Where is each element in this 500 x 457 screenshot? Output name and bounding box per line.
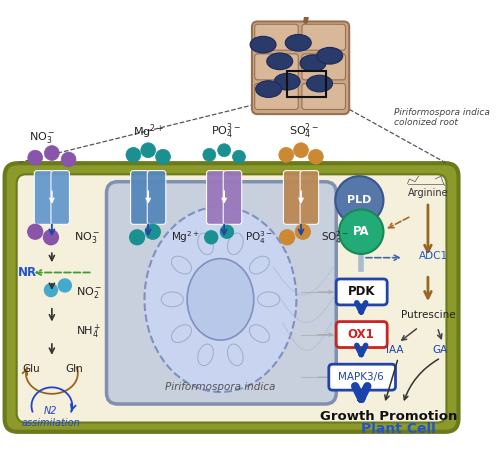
Text: NO$_3^-$: NO$_3^-$ <box>28 130 55 145</box>
Circle shape <box>294 143 308 158</box>
Circle shape <box>204 231 218 244</box>
Circle shape <box>58 279 71 292</box>
FancyBboxPatch shape <box>4 163 458 432</box>
Circle shape <box>279 148 293 162</box>
FancyBboxPatch shape <box>130 170 149 224</box>
Text: PO$_4^{3-}$: PO$_4^{3-}$ <box>211 122 241 141</box>
Circle shape <box>336 176 384 224</box>
Circle shape <box>44 284 58 297</box>
Circle shape <box>218 144 230 157</box>
Text: ADC1: ADC1 <box>418 251 448 261</box>
Ellipse shape <box>300 55 326 71</box>
Circle shape <box>232 150 245 163</box>
Ellipse shape <box>256 81 281 97</box>
Text: NO$_3^-$: NO$_3^-$ <box>74 230 101 245</box>
Text: Mg$^{2+}$: Mg$^{2+}$ <box>172 229 200 245</box>
Text: PA: PA <box>353 225 370 238</box>
Text: N2
assimilation: N2 assimilation <box>22 406 80 428</box>
FancyBboxPatch shape <box>302 54 346 80</box>
Text: IAA: IAA <box>386 345 404 355</box>
Circle shape <box>156 149 170 164</box>
FancyBboxPatch shape <box>329 364 396 390</box>
Circle shape <box>339 209 384 254</box>
Circle shape <box>280 230 294 244</box>
FancyBboxPatch shape <box>254 84 298 110</box>
FancyBboxPatch shape <box>254 24 298 50</box>
Circle shape <box>203 149 216 161</box>
FancyBboxPatch shape <box>254 54 298 80</box>
FancyBboxPatch shape <box>302 84 346 110</box>
Text: Mg$^{2+}$: Mg$^{2+}$ <box>133 122 164 141</box>
FancyBboxPatch shape <box>206 170 225 224</box>
FancyBboxPatch shape <box>252 21 349 114</box>
FancyBboxPatch shape <box>223 170 242 224</box>
FancyBboxPatch shape <box>34 170 53 224</box>
FancyBboxPatch shape <box>336 279 387 305</box>
FancyBboxPatch shape <box>284 170 302 224</box>
Ellipse shape <box>274 74 300 90</box>
Text: Plant Cell: Plant Cell <box>361 422 436 436</box>
FancyBboxPatch shape <box>51 170 70 224</box>
Circle shape <box>141 143 156 158</box>
Text: Glu: Glu <box>22 364 40 374</box>
Ellipse shape <box>267 53 292 69</box>
Circle shape <box>308 149 324 164</box>
Circle shape <box>44 146 60 160</box>
Text: NO$_2^-$: NO$_2^-$ <box>76 285 102 300</box>
Text: PDK: PDK <box>348 286 375 298</box>
Text: SO$_4^{2-}$: SO$_4^{2-}$ <box>289 122 319 141</box>
Ellipse shape <box>286 34 311 51</box>
FancyBboxPatch shape <box>106 182 336 404</box>
FancyBboxPatch shape <box>302 24 346 50</box>
Ellipse shape <box>306 75 332 92</box>
Ellipse shape <box>144 207 296 392</box>
Text: Putrescine: Putrescine <box>400 310 455 320</box>
Text: Gln: Gln <box>65 364 83 374</box>
Circle shape <box>296 224 310 239</box>
Circle shape <box>28 150 42 165</box>
Text: PO$_4^{3-}$: PO$_4^{3-}$ <box>246 229 274 246</box>
Circle shape <box>146 224 160 239</box>
FancyBboxPatch shape <box>148 170 166 224</box>
Text: Growth Promotion: Growth Promotion <box>320 410 458 424</box>
Ellipse shape <box>317 48 342 64</box>
Circle shape <box>126 148 141 162</box>
FancyBboxPatch shape <box>300 170 318 224</box>
Text: Arginine: Arginine <box>408 188 448 198</box>
Text: GA: GA <box>432 345 448 355</box>
Text: MAPK3/6: MAPK3/6 <box>338 372 384 382</box>
FancyBboxPatch shape <box>16 174 446 423</box>
Text: SO$_4^{2-}$: SO$_4^{2-}$ <box>322 229 349 246</box>
FancyBboxPatch shape <box>336 322 387 347</box>
Text: NH$_4^+$: NH$_4^+$ <box>76 323 102 341</box>
Circle shape <box>61 152 76 167</box>
Ellipse shape <box>250 36 276 53</box>
Circle shape <box>44 230 59 244</box>
Circle shape <box>130 230 144 244</box>
Text: NR: NR <box>18 266 38 279</box>
Circle shape <box>28 224 42 239</box>
Text: OX1: OX1 <box>348 328 374 341</box>
Text: Piriformospora indica: Piriformospora indica <box>166 383 276 393</box>
Circle shape <box>220 225 234 238</box>
Text: PLD: PLD <box>347 195 372 205</box>
Text: Piriformospora indica
colonized root: Piriformospora indica colonized root <box>394 108 490 127</box>
Ellipse shape <box>187 259 254 340</box>
